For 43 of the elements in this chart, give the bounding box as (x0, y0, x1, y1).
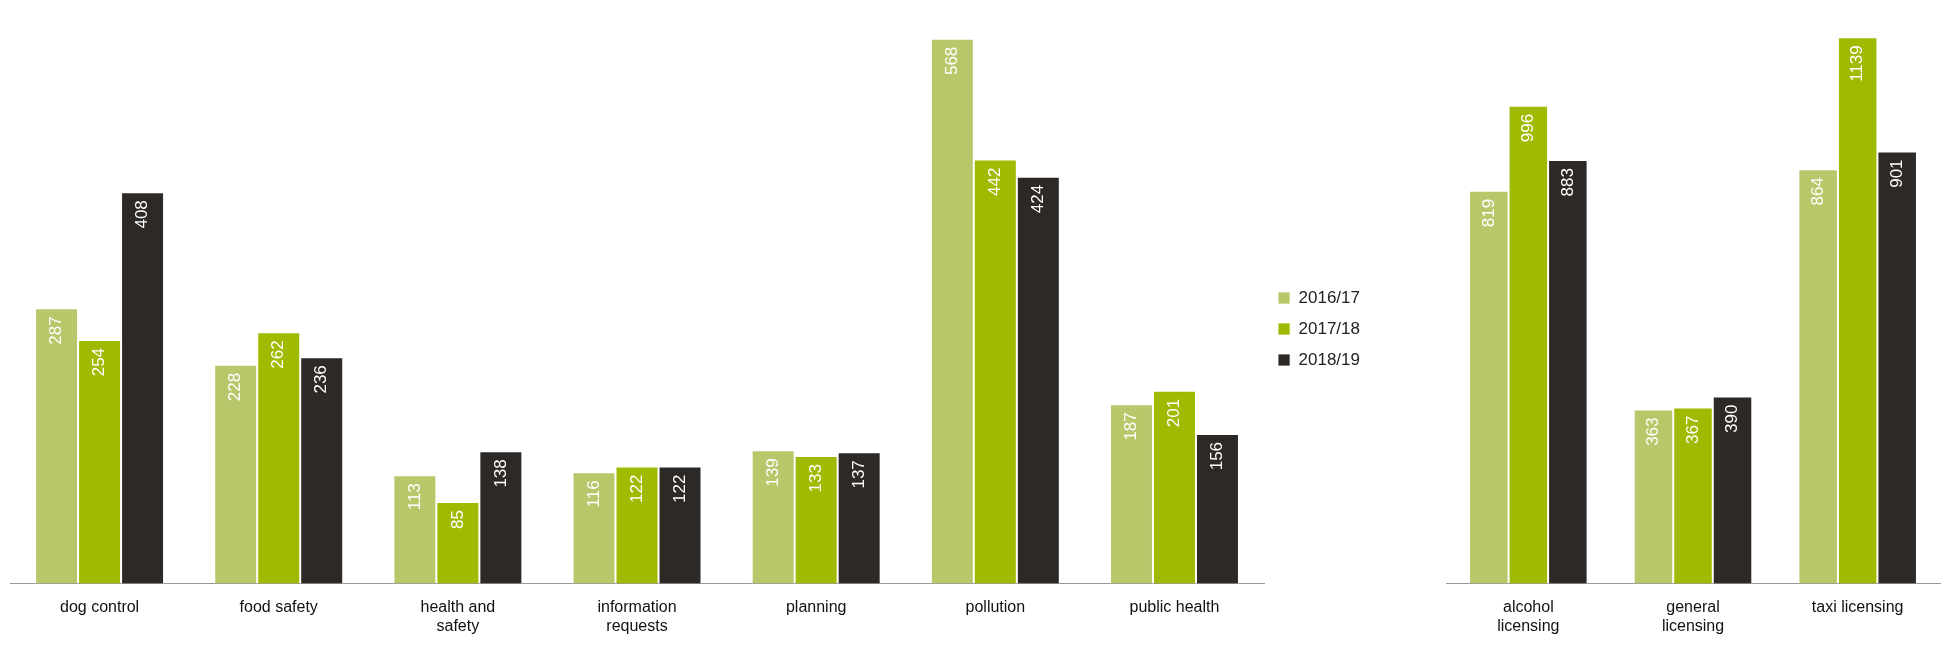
data-label: 85 (447, 510, 467, 529)
data-label: 113 (404, 483, 424, 511)
data-label: 133 (805, 464, 825, 493)
data-label: 187 (1121, 412, 1141, 441)
x-tick-label: health and safety (420, 597, 496, 634)
x-tick-label: dog control (59, 597, 140, 615)
data-label: 996 (1518, 113, 1538, 143)
x-tick-label: taxi licensing (1811, 597, 1904, 615)
x-tick-label: information requests (597, 597, 677, 634)
data-label: 901 (1886, 159, 1906, 188)
data-label: 1139 (1847, 45, 1867, 82)
data-label: 363 (1643, 417, 1663, 446)
data-label: 262 (268, 340, 288, 369)
data-label: 883 (1557, 168, 1577, 197)
data-label: 390 (1722, 404, 1742, 433)
legend-label: 2016/17 (1298, 287, 1360, 307)
data-label: 819 (1478, 198, 1498, 228)
x-tick-label: public health (1129, 597, 1220, 615)
data-label: 568 (942, 46, 962, 76)
x-tick-label: food safety (239, 597, 318, 615)
data-label: 424 (1028, 184, 1048, 214)
legend-label: 2017/18 (1298, 318, 1360, 338)
legend-label: 2018/19 (1298, 349, 1360, 369)
x-tick-label: alcohol licensing (1497, 597, 1560, 634)
data-label: 236 (311, 365, 331, 394)
data-label: 156 (1207, 441, 1227, 471)
data-label: 367 (1682, 415, 1702, 444)
data-label: 864 (1807, 177, 1827, 206)
data-label: 122 (626, 474, 646, 503)
data-label: 201 (1164, 398, 1184, 428)
data-label: 116 (583, 480, 603, 508)
data-label: 287 (46, 316, 66, 345)
data-label: 139 (762, 458, 782, 487)
data-label: 138 (490, 459, 510, 488)
data-label: 442 (985, 167, 1005, 196)
x-tick-label: pollution (965, 597, 1026, 615)
data-label: 137 (848, 460, 868, 489)
data-label: 122 (669, 474, 689, 503)
x-tick-label: planning (785, 597, 847, 615)
data-label: 408 (132, 200, 152, 229)
x-tick-label: general licensing (1661, 597, 1725, 634)
data-label: 228 (225, 372, 245, 402)
data-label: 254 (89, 347, 109, 377)
